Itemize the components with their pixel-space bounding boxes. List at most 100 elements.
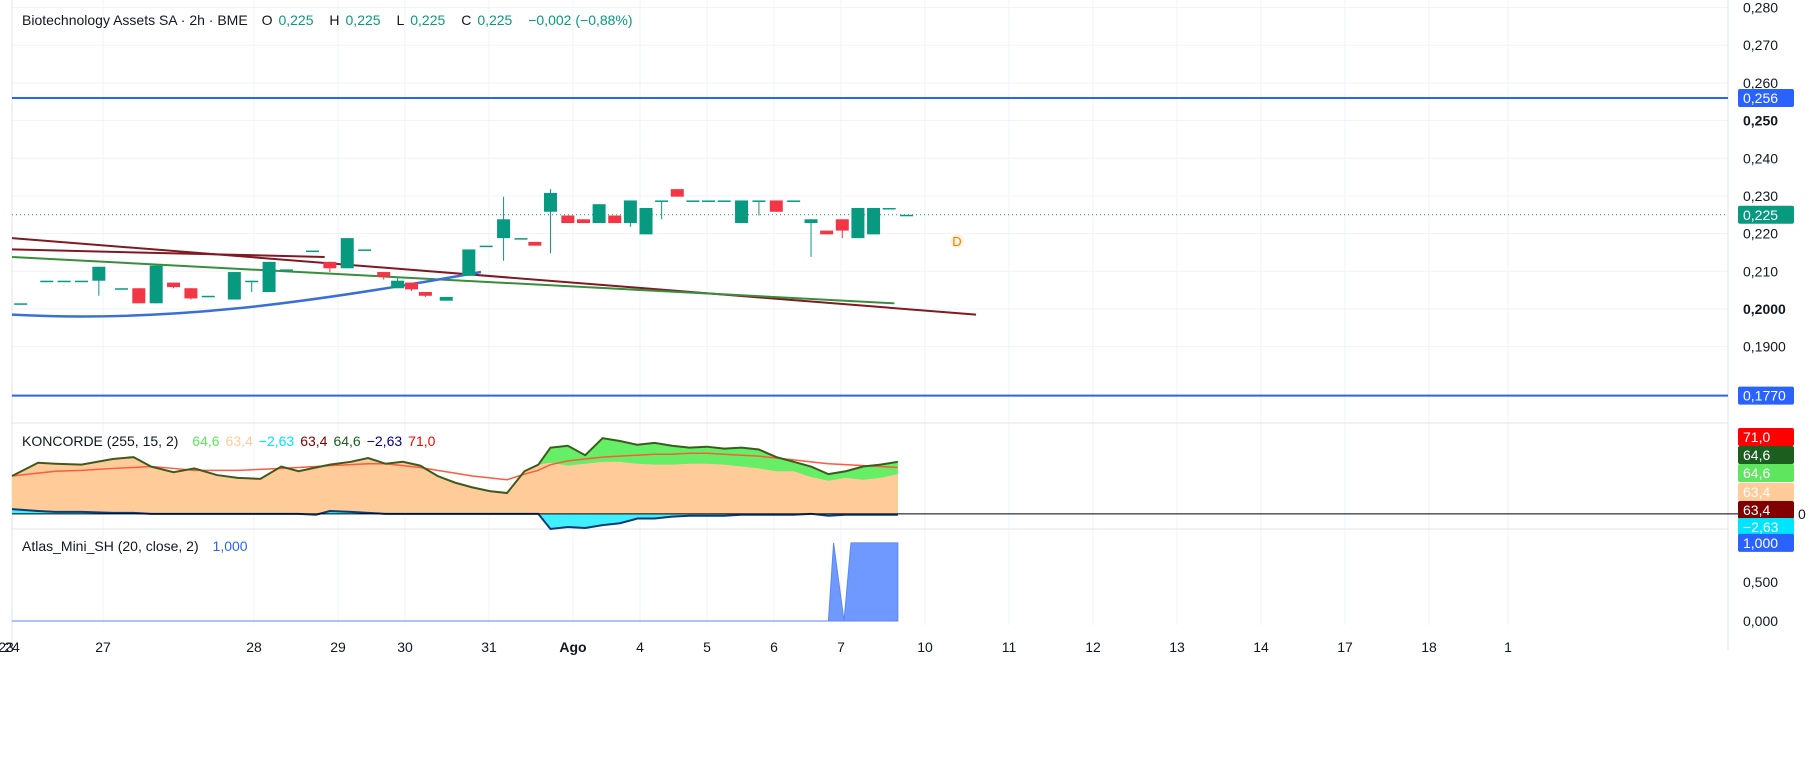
candle bbox=[900, 214, 914, 217]
candle-body bbox=[835, 219, 849, 231]
candle-body bbox=[608, 215, 622, 224]
atlas-title[interactable]: Atlas_Mini_SH (20, close, 2) bbox=[22, 538, 199, 554]
main-legend: Biotechnology Assets SA · 2h · BME O 0,22… bbox=[22, 12, 639, 28]
trendlines bbox=[11, 96, 1728, 397]
time-tick: 4 bbox=[636, 639, 644, 655]
koncorde-badge: 64,6 bbox=[1738, 464, 1794, 482]
time-tick: 23 bbox=[0, 639, 14, 655]
koncorde-value-4: 64,6 bbox=[333, 433, 361, 449]
candle-body bbox=[439, 296, 453, 301]
price-tick: 0,1900 bbox=[1743, 339, 1786, 355]
candle bbox=[686, 200, 700, 202]
candle-body bbox=[528, 241, 542, 246]
candle bbox=[882, 207, 896, 210]
time-tick: 13 bbox=[1169, 639, 1185, 655]
candle bbox=[592, 204, 606, 224]
koncorde-value-5: −2,63 bbox=[366, 433, 403, 449]
price-tick: 0,280 bbox=[1743, 0, 1778, 16]
dividend-marker-label: D bbox=[952, 234, 961, 249]
time-tick: 17 bbox=[1337, 639, 1353, 655]
candle-body bbox=[735, 200, 749, 224]
candle bbox=[262, 261, 276, 293]
candle bbox=[201, 295, 215, 298]
candle bbox=[92, 266, 106, 296]
candle-body bbox=[262, 261, 276, 293]
change-value: −0,002 (−0,88%) bbox=[528, 12, 633, 28]
dividend-marker: D bbox=[950, 234, 964, 249]
candle bbox=[543, 189, 557, 254]
koncorde-badge-text: −2,63 bbox=[1743, 519, 1779, 535]
candle-body bbox=[323, 261, 337, 269]
candle-body bbox=[752, 200, 766, 202]
koncorde-value-1: 63,4 bbox=[225, 433, 253, 449]
candle-body bbox=[201, 295, 215, 298]
price-tick: 0,260 bbox=[1743, 75, 1778, 91]
time-tick: 12 bbox=[1085, 639, 1101, 655]
price-tick: 0,270 bbox=[1743, 37, 1778, 53]
candle-body bbox=[702, 200, 716, 202]
trendline bbox=[11, 248, 325, 258]
koncorde-dark-green-line bbox=[11, 437, 899, 495]
atlas-tick: 0,000 bbox=[1743, 613, 1778, 629]
atlas-badge: 1,000 bbox=[1738, 533, 1794, 552]
candle bbox=[132, 288, 146, 304]
candle bbox=[528, 241, 542, 246]
time-tick: 30 bbox=[397, 639, 413, 655]
time-tick: Ago bbox=[559, 639, 586, 655]
atlas-tick: 0,500 bbox=[1743, 574, 1778, 590]
candle bbox=[57, 280, 71, 283]
price-tick: 0,220 bbox=[1743, 226, 1778, 242]
candle bbox=[14, 303, 28, 305]
candle bbox=[820, 230, 834, 235]
time-tick: 29 bbox=[330, 639, 346, 655]
koncorde-badge-text: 64,6 bbox=[1743, 447, 1770, 463]
candle bbox=[787, 200, 801, 202]
candle bbox=[717, 200, 731, 202]
candle-body bbox=[820, 230, 834, 235]
candle bbox=[497, 196, 511, 261]
candle bbox=[358, 249, 372, 251]
candle-body bbox=[358, 249, 372, 251]
candle-body bbox=[592, 204, 606, 224]
candle bbox=[462, 249, 476, 276]
price-tick: 0,250 bbox=[1743, 113, 1778, 129]
candle bbox=[40, 280, 54, 283]
price-badge-text: 0,225 bbox=[1743, 207, 1778, 223]
candle-body bbox=[479, 245, 493, 248]
dividend-marker-bg bbox=[950, 234, 964, 248]
koncorde-badge-bg bbox=[1738, 518, 1794, 536]
price-tick: 0,210 bbox=[1743, 263, 1778, 279]
candle bbox=[340, 238, 354, 269]
candle bbox=[835, 219, 849, 239]
candle bbox=[769, 200, 783, 212]
koncorde-indicator bbox=[11, 437, 1740, 530]
koncorde-legend: KONCORDE (255, 15, 2) 64,6 63,4 −2,63 63,4 6… bbox=[22, 433, 447, 449]
candle-body bbox=[306, 250, 320, 253]
time-tick: 28 bbox=[246, 639, 262, 655]
candle-body bbox=[462, 249, 476, 276]
koncorde-title[interactable]: KONCORDE (255, 15, 2) bbox=[22, 433, 179, 449]
candle-body bbox=[340, 238, 354, 269]
candle bbox=[670, 189, 684, 197]
symbol-title[interactable]: Biotechnology Assets SA · 2h · BME bbox=[22, 12, 248, 28]
price-badge-text: 0,256 bbox=[1743, 90, 1778, 106]
candle bbox=[184, 288, 198, 300]
candle-body bbox=[74, 280, 88, 283]
trendline bbox=[11, 255, 895, 305]
candle-body bbox=[576, 219, 590, 224]
candle-body bbox=[245, 280, 259, 283]
atlas-indicator bbox=[12, 542, 899, 622]
candle bbox=[245, 280, 259, 293]
candle bbox=[479, 245, 493, 248]
candle bbox=[114, 288, 128, 290]
price-badge-text: 0,1770 bbox=[1743, 388, 1786, 404]
candle bbox=[74, 280, 88, 283]
price-badge: 0,1770 bbox=[1738, 386, 1794, 405]
candle-body bbox=[92, 266, 106, 281]
koncorde-value-0: 64,6 bbox=[192, 433, 220, 449]
candle-body bbox=[655, 200, 669, 202]
time-tick: 24 bbox=[4, 639, 20, 655]
price-badge: 0,225 bbox=[1738, 205, 1794, 224]
candle-body bbox=[623, 200, 637, 224]
